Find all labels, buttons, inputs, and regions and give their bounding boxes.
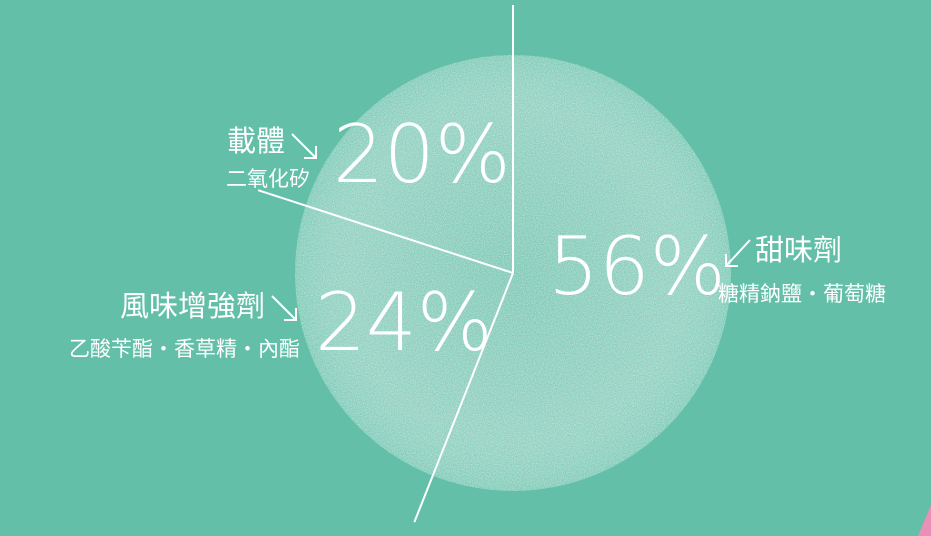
category-label: 風味增強劑 (120, 289, 265, 323)
arrow (725, 239, 751, 267)
corner-shape (918, 505, 931, 536)
arrow (271, 295, 297, 321)
arrow (291, 133, 317, 159)
category-label: 載體 (227, 124, 285, 158)
description: 乙酸苄酯・香草精・內酯 (69, 337, 300, 361)
divider (413, 272, 514, 523)
category-label: 甜味劑 (755, 233, 842, 267)
percent-label: 20% (333, 108, 511, 201)
slices (257, 5, 514, 523)
percent-label: 56% (548, 220, 726, 313)
divider (257, 189, 514, 274)
description: 糖精鈉鹽・葡萄糖 (718, 282, 886, 306)
percent-label: 24% (315, 276, 493, 369)
description: 二氧化矽 (226, 167, 310, 191)
